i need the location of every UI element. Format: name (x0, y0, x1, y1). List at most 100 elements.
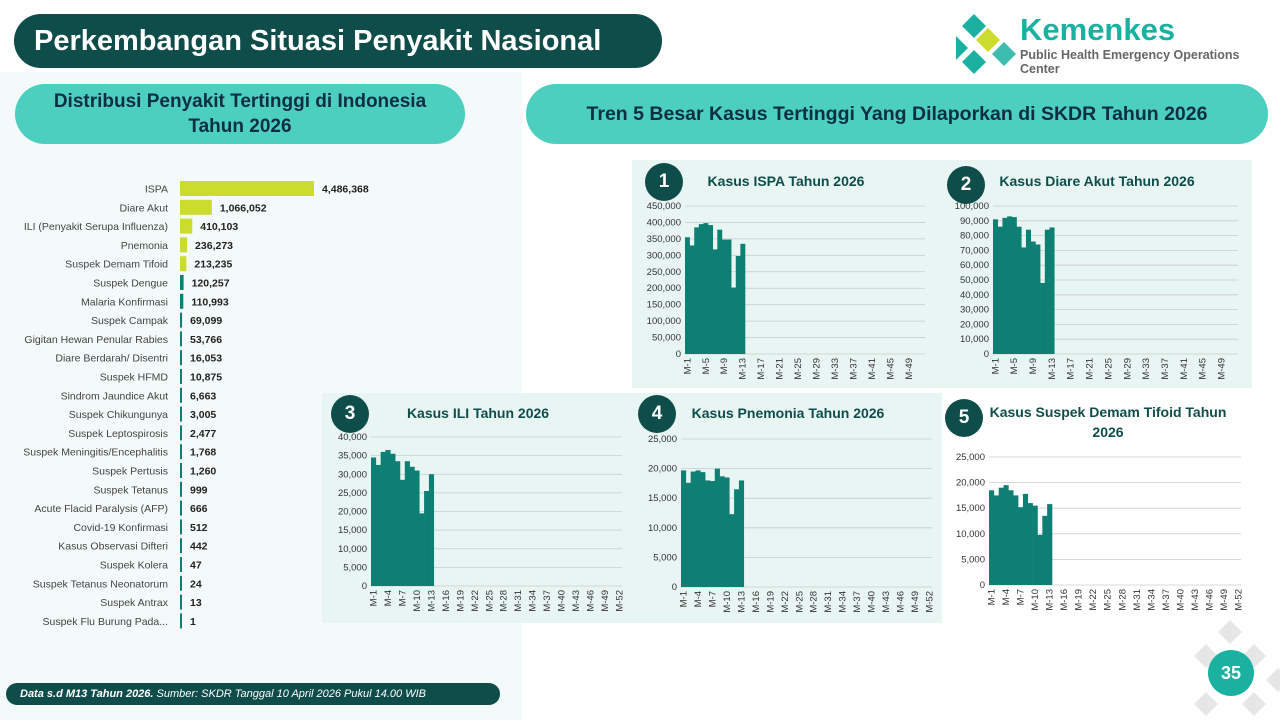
column-bar (1027, 503, 1033, 585)
x-tick-label: M-37 (542, 590, 553, 612)
chart-number-2: 2 (947, 166, 985, 204)
y-tick-label: 20,000 (956, 478, 985, 489)
column-bar (726, 239, 732, 354)
x-tick-label: M-29 (812, 358, 823, 380)
category-label: Covid-19 Konfirmasi (73, 522, 168, 534)
column-bar (717, 229, 723, 354)
category-label: Suspek Tetanus Neonatorum (33, 578, 168, 590)
column-bar (740, 243, 746, 354)
y-tick-label: 250,000 (647, 267, 681, 278)
trend-title: Tren 5 Besar Kasus Tertinggi Yang Dilapo… (526, 84, 1268, 144)
distribution-bar (180, 594, 182, 610)
column-bar (1007, 216, 1013, 354)
x-tick-label: M-19 (765, 591, 776, 613)
x-tick-label: M-28 (499, 590, 510, 612)
y-tick-label: 30,000 (960, 305, 989, 316)
column-bar (735, 255, 741, 354)
x-tick-label: M-41 (1179, 358, 1190, 380)
distribution-title-line1: Distribusi Penyakit Tertinggi di Indones… (53, 91, 427, 112)
x-tick-label: M-13 (736, 591, 747, 613)
y-tick-label: 25,000 (956, 452, 985, 463)
x-tick-label: M-41 (867, 358, 878, 380)
column-bar (685, 237, 690, 354)
value-label: 236,273 (195, 240, 233, 252)
chart-diare: 0 10,000 20,000 30,000 40,000 50,000 60,000 70,… (955, 201, 1238, 380)
value-label: 2,477 (190, 428, 216, 440)
y-tick-label: 100,000 (647, 316, 681, 327)
x-tick-label: M-9 (719, 358, 730, 374)
column-bar (729, 514, 735, 587)
chart-title-diare: Kasus Diare Akut Tahun 2026 (999, 173, 1195, 189)
distribution-bar (180, 293, 184, 309)
category-label: Gigitan Hewan Penular Rabies (24, 334, 168, 346)
value-label: 24 (190, 578, 202, 590)
chart-title-ili: Kasus ILI Tahun 2026 (406, 405, 550, 421)
x-tick-label: M-43 (571, 590, 582, 612)
y-tick-label: 10,000 (648, 523, 677, 534)
x-tick-label: M-4 (693, 591, 704, 607)
x-tick-label: M-16 (441, 590, 452, 612)
column-bar (419, 513, 425, 586)
category-label: Suspek Antrax (100, 597, 168, 609)
column-bar (695, 470, 701, 587)
x-tick-label: M-33 (1141, 358, 1152, 380)
category-label: Suspek Kolera (100, 560, 168, 572)
footer-source: Data s.d M13 Tahun 2026. Sumber: SKDR Ta… (6, 683, 500, 705)
column-bar (719, 476, 725, 587)
y-tick-label: 350,000 (647, 234, 681, 245)
category-label: Acute Flacid Paralysis (AFP) (34, 503, 168, 515)
y-tick-label: 80,000 (960, 231, 989, 242)
footer-bold-text: Data s.d M13 Tahun 2026. (20, 688, 154, 700)
y-tick-label: 50,000 (652, 333, 681, 344)
y-tick-label: 450,000 (647, 201, 681, 212)
x-tick-label: M-52 (925, 591, 936, 613)
y-tick-label: 300,000 (647, 250, 681, 261)
distribution-title: Distribusi Penyakit Tertinggi di Indones… (15, 84, 465, 144)
x-tick-label: M-31 (1132, 589, 1143, 611)
chart-number-5: 5 (945, 399, 983, 437)
x-tick-label: M-13 (1047, 358, 1058, 380)
x-tick-label: M-49 (1217, 358, 1228, 380)
x-tick-label: M-25 (1103, 358, 1114, 380)
column-bar (998, 487, 1004, 585)
x-tick-label: M-19 (1074, 589, 1085, 611)
column-bar (1016, 226, 1022, 354)
x-tick-label: M-21 (1085, 358, 1096, 380)
value-label: 1 (190, 616, 196, 628)
category-label: Diare Akut (120, 202, 169, 214)
column-bar (399, 479, 406, 586)
category-label: Suspek Campak (91, 315, 169, 327)
distribution-bar (180, 218, 193, 234)
y-tick-label: 5,000 (961, 554, 985, 565)
y-tick-label: 20,000 (648, 464, 677, 475)
x-tick-label: M-17 (756, 358, 767, 380)
column-bar (993, 495, 999, 585)
column-bar (698, 224, 704, 354)
y-tick-label: 10,000 (338, 544, 367, 555)
x-tick-label: M-4 (1001, 589, 1012, 605)
y-tick-label: 150,000 (647, 300, 681, 311)
x-tick-label: M-46 (586, 590, 597, 612)
column-bar (1040, 282, 1046, 354)
x-tick-label: M-16 (1059, 589, 1070, 611)
value-label: 13 (190, 597, 202, 609)
category-label: Suspek Demam Tifoid (65, 259, 168, 271)
column-bar (1032, 505, 1038, 585)
distribution-bar (180, 575, 182, 591)
kemenkes-logo: Kemenkes Public Health Emergency Operati… (952, 10, 1272, 76)
column-bar (375, 464, 381, 586)
category-label: Kasus Observasi Difteri (58, 541, 168, 553)
chart-pnemonia: 0 5,000 10,000 15,000 20,000 25,000 M-1 M-4 M-7 M… (648, 434, 936, 613)
column-bar (1049, 227, 1055, 354)
x-tick-label: M-7 (707, 591, 718, 607)
category-label: Sindrom Jaundice Akut (61, 390, 168, 402)
x-tick-label: M-25 (484, 590, 495, 612)
x-tick-label: M-49 (904, 358, 915, 380)
value-label: 512 (190, 522, 208, 534)
y-tick-label: 70,000 (960, 245, 989, 256)
x-tick-label: M-28 (1117, 589, 1128, 611)
category-label: Suspek Chikungunya (69, 409, 168, 421)
x-tick-label: M-5 (1009, 358, 1020, 374)
page-number: 35 (1208, 650, 1254, 696)
column-bar (1044, 229, 1050, 354)
